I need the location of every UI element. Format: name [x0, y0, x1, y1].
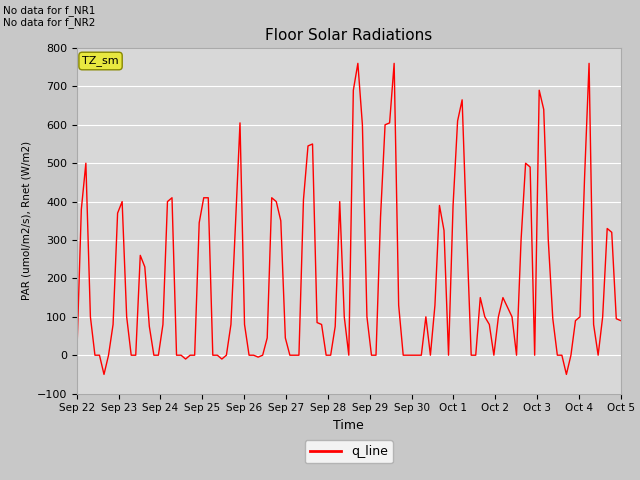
Text: TZ_sm: TZ_sm: [82, 56, 119, 66]
Title: Floor Solar Radiations: Floor Solar Radiations: [265, 28, 433, 43]
X-axis label: Time: Time: [333, 419, 364, 432]
Text: No data for f_NR1
No data for f_NR2: No data for f_NR1 No data for f_NR2: [3, 5, 95, 28]
Legend: q_line: q_line: [305, 440, 393, 463]
Y-axis label: PAR (umol/m2/s), Rnet (W/m2): PAR (umol/m2/s), Rnet (W/m2): [21, 141, 31, 300]
